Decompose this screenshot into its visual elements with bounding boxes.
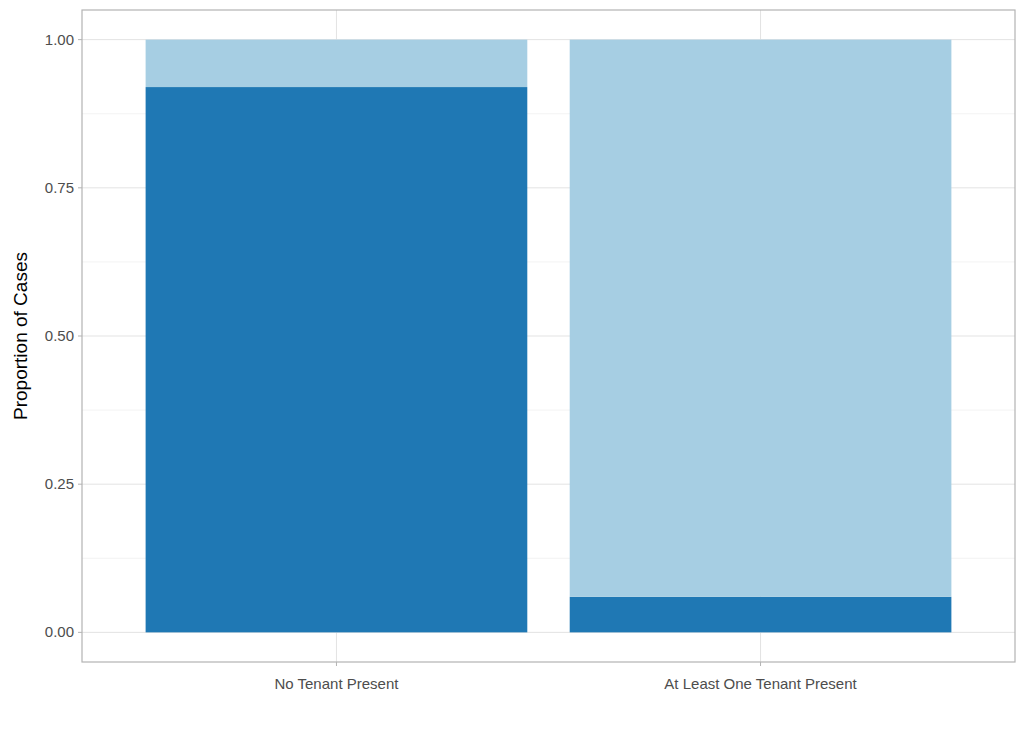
y-axis: 0.00 0.25 0.50 0.75 1.00 [45, 31, 82, 641]
x-tick [336, 662, 337, 666]
y-tick [78, 336, 82, 337]
y-tick [78, 39, 82, 40]
bar-segment [146, 40, 528, 87]
y-tick-label: 0.50 [45, 327, 74, 344]
x-tick-label: At Least One Tenant Present [664, 675, 857, 692]
y-tick [78, 632, 82, 633]
y-tick-label: 0.75 [45, 179, 74, 196]
bars [146, 40, 952, 633]
chart-svg: 0.00 0.25 0.50 0.75 1.00 No Tenant Present At … [0, 0, 1024, 731]
x-tick-label: No Tenant Present [274, 675, 399, 692]
y-axis-label: Proportion of Cases [10, 252, 31, 420]
y-tick-label: 1.00 [45, 31, 74, 48]
y-tick-label: 0.00 [45, 623, 74, 640]
y-tick [78, 484, 82, 485]
y-tick [78, 187, 82, 188]
y-tick-label: 0.25 [45, 475, 74, 492]
bar-segment [570, 40, 952, 597]
bar-segment [570, 597, 952, 633]
x-tick [760, 662, 761, 666]
chart-container: 0.00 0.25 0.50 0.75 1.00 No Tenant Present At … [0, 0, 1024, 731]
bar-segment [146, 87, 528, 632]
grid [82, 10, 1015, 662]
panel-border [82, 10, 1015, 662]
x-axis: No Tenant Present At Least One Tenant Pre… [274, 662, 857, 692]
